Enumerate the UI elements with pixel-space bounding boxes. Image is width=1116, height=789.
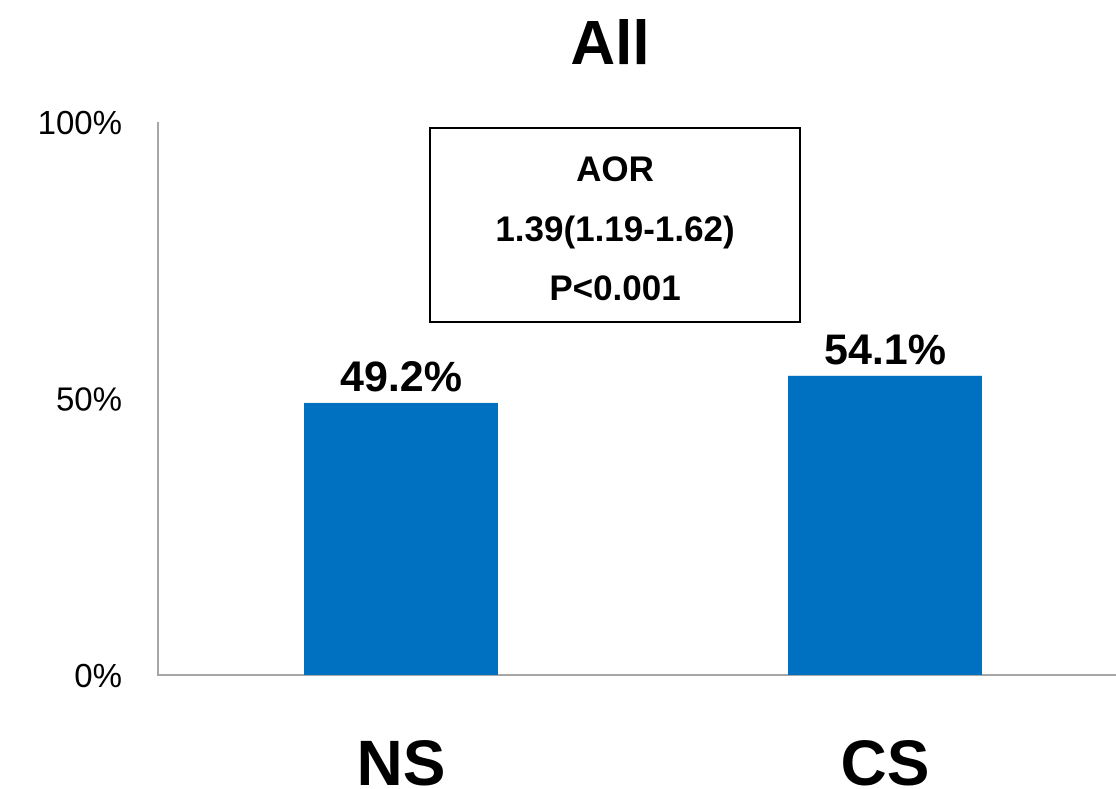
annotation-line-3: P<0.001 <box>549 269 680 308</box>
x-category-ns: NS <box>357 727 446 789</box>
data-labels-group: 49.2% 54.1% <box>340 326 946 401</box>
bars-group <box>304 375 982 675</box>
annotation-line-1: AOR <box>576 150 654 189</box>
annotation-box: AOR 1.39(1.19-1.62) P<0.001 <box>429 127 801 323</box>
bar-cs <box>788 375 982 675</box>
data-label-ns: 49.2% <box>340 353 462 401</box>
x-axis-categories: NS CS <box>357 727 930 789</box>
annotation-line-2: 1.39(1.19-1.62) <box>495 210 734 249</box>
y-tick-label: 50% <box>56 381 122 418</box>
data-label-cs: 54.1% <box>824 326 946 374</box>
y-tick-label: 0% <box>74 657 122 694</box>
x-category-cs: CS <box>841 727 930 789</box>
annotation-border <box>429 127 801 323</box>
y-tick-label: 100% <box>38 104 122 141</box>
chart-title: All <box>570 9 649 78</box>
y-axis-ticks: 0% 50% 100% <box>38 104 122 694</box>
bar-ns <box>304 402 498 675</box>
